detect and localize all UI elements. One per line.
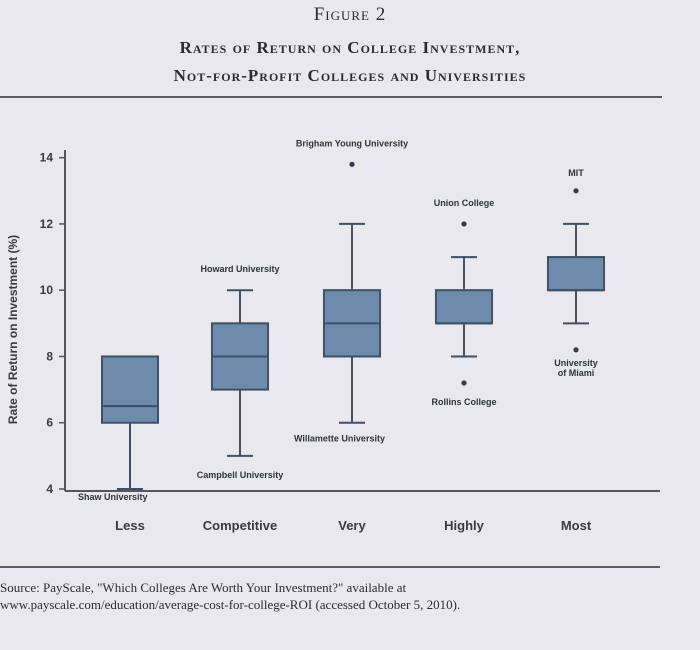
iqr-box	[435, 289, 493, 325]
annotation-label: MIT	[568, 168, 584, 178]
x-category-label: Most	[561, 518, 592, 533]
annotation-label: Willamette University	[294, 434, 385, 444]
title-rule	[0, 96, 662, 98]
y-tick-label: 4	[46, 482, 53, 496]
figure-title-line-2: Not-for-Profit Colleges and Universities	[173, 66, 527, 85]
annotation-label-line: of Miami	[558, 368, 595, 378]
outlier-point	[573, 347, 579, 353]
y-tick-label: 14	[40, 151, 54, 165]
outlier-point	[573, 188, 579, 194]
y-axis-label: Rate of Return on Investment (%)	[6, 235, 20, 424]
box-plot-chart: 4 6 8 10 12 14 Rate of Return on Investment (%…	[6, 138, 660, 533]
x-category-label: Highly	[444, 518, 484, 533]
outlier-point	[461, 221, 467, 227]
y-tick-label: 12	[40, 217, 54, 231]
x-category-label: Competitive	[203, 518, 277, 533]
annotation-label: Campbell University	[197, 470, 284, 480]
source-rule	[0, 566, 660, 568]
iqr-box	[101, 355, 159, 424]
source-note: Source: PayScale, "Which Colleges Are Wo…	[0, 579, 700, 613]
annotation-label: Shaw University	[78, 492, 148, 502]
figure-title: Rates of Return on College Investment, N…	[0, 34, 700, 90]
source-line-1: Source: PayScale, "Which Colleges Are Wo…	[0, 580, 407, 595]
annotation-label-line: University	[554, 358, 598, 368]
y-tick-label: 6	[46, 416, 53, 430]
iqr-box	[547, 256, 605, 292]
annotation-label: Brigham Young University	[296, 138, 408, 148]
outlier-point	[461, 380, 467, 386]
x-category-label: Very	[338, 518, 366, 533]
annotation-label: Union College	[434, 198, 495, 208]
y-tick-label: 8	[46, 349, 53, 363]
figure-label: Figure 2	[313, 4, 387, 25]
x-category-label: Less	[115, 518, 145, 533]
source-line-2: www.payscale.com/education/average-cost-…	[0, 597, 461, 612]
annotation-label: University of Miami	[554, 358, 598, 378]
figure-title-line-1: Rates of Return on College Investment,	[179, 38, 521, 57]
outlier-point	[349, 161, 355, 167]
annotation-label: Rollins College	[431, 397, 496, 407]
y-tick-label: 10	[40, 283, 54, 297]
annotation-label: Howard University	[200, 264, 279, 274]
